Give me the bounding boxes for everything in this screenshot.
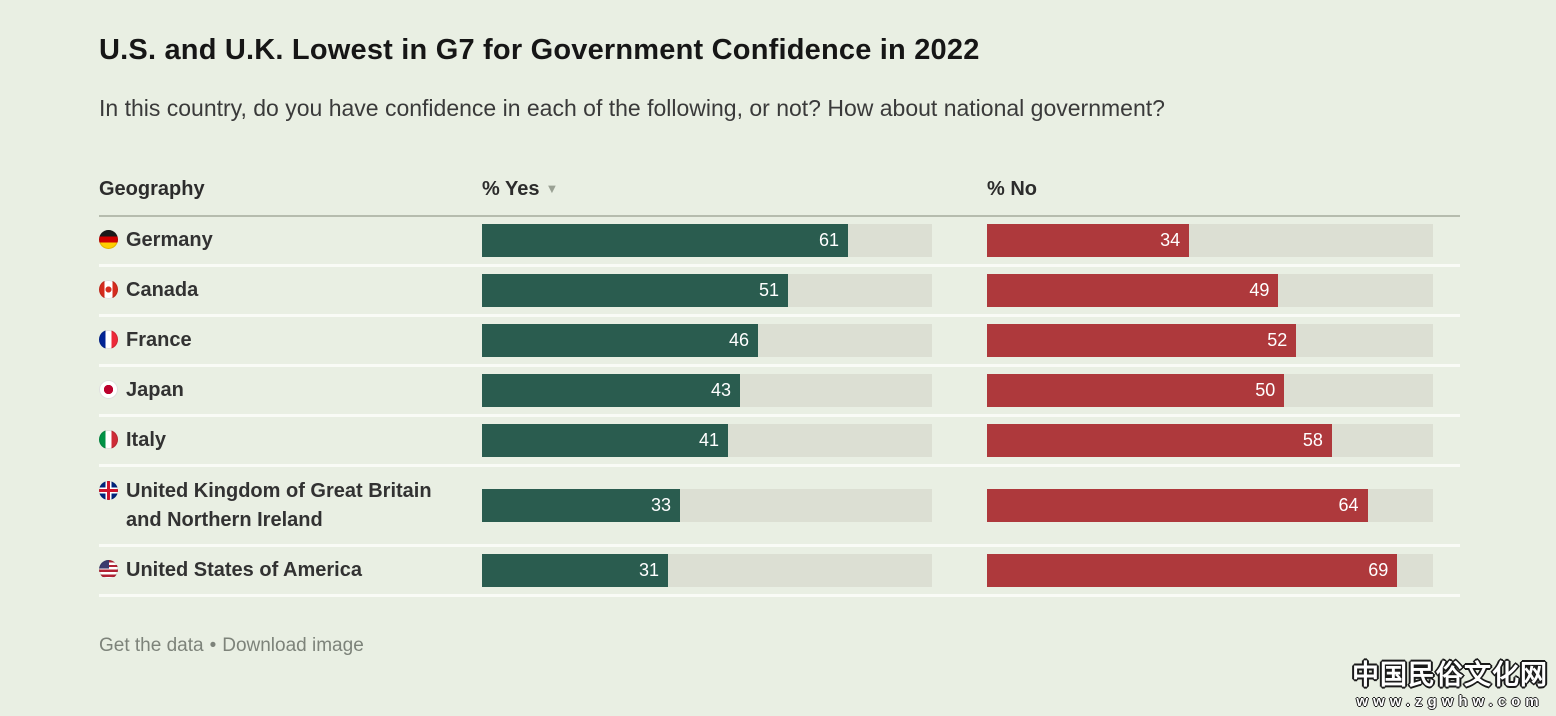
no-value: 34: [1160, 230, 1181, 250]
chart-title: U.S. and U.K. Lowest in G7 for Governmen…: [99, 34, 980, 66]
no-bar-track: 64: [987, 489, 1433, 522]
yes-bar: 61: [482, 224, 848, 257]
no-bar: 69: [987, 554, 1398, 587]
canada-flag-icon: [99, 280, 118, 299]
yes-bar: 46: [482, 324, 758, 357]
yes-bar: 41: [482, 424, 728, 457]
header-geography: Geography: [99, 178, 205, 200]
table-row: United Kingdom of Great Britain and Nort…: [99, 467, 1460, 547]
download-image-link[interactable]: Download image: [222, 635, 364, 656]
no-bar: 58: [987, 424, 1332, 457]
country-label: Japan: [126, 379, 184, 401]
no-bar-track: 50: [987, 374, 1433, 407]
yes-bar-track: 31: [482, 554, 932, 587]
header-no[interactable]: % No: [987, 178, 1037, 200]
table-row: France 46 52: [99, 317, 1460, 367]
no-value: 58: [1302, 430, 1323, 450]
site-watermark: 中国民俗文化网 www.zgwhw.com: [1352, 653, 1548, 710]
table-row: Germany 61 34: [99, 217, 1460, 267]
yes-bar: 33: [482, 489, 680, 522]
country-label: France: [126, 329, 192, 351]
no-bar-track: 49: [987, 274, 1433, 307]
no-bar-track: 52: [987, 324, 1433, 357]
no-value: 64: [1338, 495, 1359, 515]
get-the-data-link[interactable]: Get the data: [99, 635, 204, 656]
no-bar: 50: [987, 374, 1285, 407]
table-header-row: Geography % Yes ▼ % No: [99, 178, 1460, 217]
country-label: United States of America: [126, 559, 362, 581]
yes-bar-track: 43: [482, 374, 932, 407]
country-label: United Kingdom of Great Britain and Nort…: [126, 479, 432, 531]
watermark-site-name: 中国民俗文化网: [1352, 660, 1548, 690]
chart-subtitle: In this country, do you have confidence …: [99, 95, 1165, 121]
yes-bar-track: 61: [482, 224, 932, 257]
header-yes[interactable]: % Yes ▼: [482, 178, 559, 200]
country-label: Canada: [126, 279, 199, 301]
yes-value: 33: [650, 495, 671, 515]
yes-bar-track: 41: [482, 424, 932, 457]
table-row: United States of America 31 69: [99, 547, 1460, 597]
no-value: 49: [1249, 280, 1270, 300]
no-value: 69: [1368, 560, 1389, 580]
yes-value: 43: [710, 380, 731, 400]
no-bar: 64: [987, 489, 1368, 522]
no-bar-track: 69: [987, 554, 1433, 587]
no-value: 50: [1255, 380, 1276, 400]
germany-flag-icon: [99, 230, 118, 249]
table-row: Italy 41 58: [99, 417, 1460, 467]
table-row: Japan 43 50: [99, 367, 1460, 417]
no-bar: 49: [987, 274, 1279, 307]
no-bar-track: 34: [987, 224, 1433, 257]
uk-flag-icon: [99, 480, 118, 500]
watermark-url: www.zgwhw.com: [1356, 693, 1544, 710]
table-row: Canada 51 49: [99, 267, 1460, 317]
japan-flag-icon: [99, 380, 118, 399]
yes-value: 51: [758, 280, 779, 300]
yes-bar-track: 51: [482, 274, 932, 307]
us-flag-icon: [99, 560, 118, 579]
france-flag-icon: [99, 330, 118, 349]
yes-value: 46: [728, 330, 749, 350]
yes-bar-track: 46: [482, 324, 932, 357]
sort-descending-icon[interactable]: ▼: [545, 181, 559, 196]
yes-value: 41: [698, 430, 719, 450]
chart-footer: Get the data • Download image: [99, 635, 1460, 657]
no-bar-track: 58: [987, 424, 1433, 457]
italy-flag-icon: [99, 430, 118, 449]
footer-separator: •: [209, 635, 217, 656]
no-value: 52: [1267, 330, 1288, 350]
no-bar: 34: [987, 224, 1190, 257]
yes-bar: 43: [482, 374, 740, 407]
yes-value: 31: [638, 560, 659, 580]
country-label: Germany: [126, 229, 213, 251]
chart-table: Geography % Yes ▼ % No Germany 61 34 Cana…: [99, 178, 1460, 597]
no-bar: 52: [987, 324, 1297, 357]
yes-bar: 31: [482, 554, 668, 587]
yes-bar-track: 33: [482, 489, 932, 522]
yes-bar: 51: [482, 274, 788, 307]
country-label: Italy: [126, 429, 167, 451]
yes-value: 61: [818, 230, 839, 250]
